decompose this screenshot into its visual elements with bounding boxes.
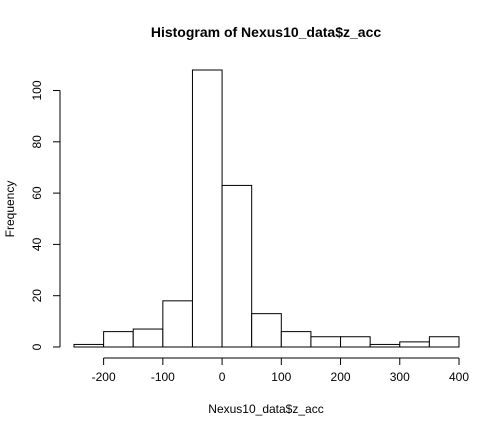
- histogram-bar: [369, 343, 401, 348]
- histogram-bar: [191, 69, 223, 348]
- y-tick-label: 0: [30, 343, 44, 350]
- histogram-bar: [280, 331, 312, 348]
- x-axis-label: Nexus10_data$z_acc: [208, 402, 323, 416]
- histogram-bar: [428, 336, 460, 348]
- histogram-bar: [162, 300, 193, 348]
- x-tick-label: 200: [331, 370, 351, 384]
- y-axis: 0 20 40 60 80 100: [30, 80, 61, 350]
- bars-group: [73, 69, 460, 348]
- x-tick-label: 300: [390, 370, 410, 384]
- x-tick-label: -200: [92, 370, 116, 384]
- chart-title: Histogram of Nexus10_data$z_acc: [151, 24, 382, 40]
- histogram-bar: [73, 343, 105, 348]
- histogram-bar: [340, 336, 371, 348]
- x-tick-label: 0: [219, 370, 226, 384]
- x-axis: -200 -100 0 100 200 300 400: [92, 357, 469, 384]
- y-tick-label: 100: [30, 80, 44, 100]
- histogram-bar: [221, 184, 253, 348]
- y-tick-label: 60: [30, 186, 44, 200]
- x-tick-label: 100: [271, 370, 291, 384]
- y-tick-label: 80: [30, 135, 44, 149]
- y-tick-label: 20: [30, 289, 44, 303]
- y-tick-label: 40: [30, 237, 44, 251]
- x-tick-label: -100: [151, 370, 175, 384]
- histogram-bar: [251, 313, 282, 348]
- histogram-bar: [132, 328, 164, 348]
- x-tick-label: 400: [449, 370, 469, 384]
- y-axis-label: Frequency: [3, 181, 17, 238]
- histogram-bar: [310, 336, 342, 348]
- histogram-bar: [103, 331, 134, 348]
- histogram-bar: [399, 341, 430, 348]
